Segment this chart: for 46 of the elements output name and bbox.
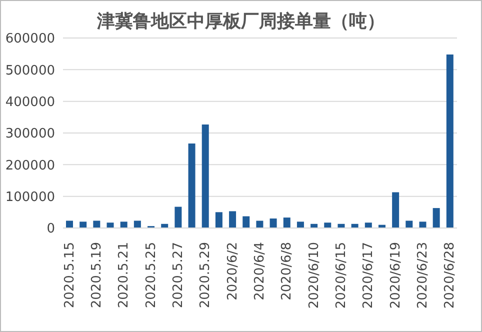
bar xyxy=(270,218,277,228)
bar xyxy=(446,54,454,228)
x-tick-label: 2020/6/17 xyxy=(361,242,376,309)
x-tick-label: 2020.5.29 xyxy=(198,242,214,308)
bar xyxy=(215,212,222,228)
x-tick-label: 2020/6/23 xyxy=(416,242,431,309)
bar xyxy=(256,220,264,228)
bar xyxy=(296,222,304,228)
y-tick-label: 0 xyxy=(46,222,55,237)
bar xyxy=(406,220,413,228)
x-tick-label: 2020/6/2 xyxy=(225,242,240,300)
bar xyxy=(242,216,250,228)
x-tick-label: 2020/6/19 xyxy=(388,242,404,309)
bar xyxy=(202,124,209,228)
bar xyxy=(283,218,290,228)
y-tick-label: 400000 xyxy=(5,94,55,110)
bar xyxy=(229,211,236,228)
bar xyxy=(93,220,100,228)
y-tick-label: 100000 xyxy=(5,190,55,205)
x-tick-label: 2020/6/8 xyxy=(280,242,295,300)
bar xyxy=(188,143,196,228)
bar xyxy=(364,222,372,228)
bar xyxy=(80,222,87,228)
x-tick-label: 2020.5.25 xyxy=(144,242,159,308)
bar xyxy=(134,220,141,228)
bar xyxy=(66,220,73,228)
y-tick-label: 300000 xyxy=(5,126,55,142)
x-tick-label: 2020/6/4 xyxy=(252,242,268,300)
y-tick-label: 200000 xyxy=(5,158,55,174)
bar xyxy=(174,206,182,228)
x-tick-label: 2020/6/28 xyxy=(442,242,458,309)
bar xyxy=(419,222,426,228)
bar xyxy=(120,222,128,228)
x-tick-label: 2020/6/15 xyxy=(334,242,350,309)
y-tick-label: 500000 xyxy=(5,63,55,78)
x-tick-label: 2020.5.15 xyxy=(62,242,78,308)
bar xyxy=(324,222,332,228)
bar xyxy=(432,208,440,228)
x-tick-label: 2020.5.19 xyxy=(89,242,104,308)
bar xyxy=(106,222,114,228)
x-tick-label: 2020/6/10 xyxy=(306,242,322,309)
x-tick-label: 2020.5.21 xyxy=(116,242,132,308)
chart-title: 津冀鲁地区中厚板厂周接单量（吨） xyxy=(96,10,386,33)
x-tick-label: 2020.5.27 xyxy=(170,242,186,308)
bar xyxy=(392,192,400,228)
y-tick-label: 600000 xyxy=(5,32,55,47)
